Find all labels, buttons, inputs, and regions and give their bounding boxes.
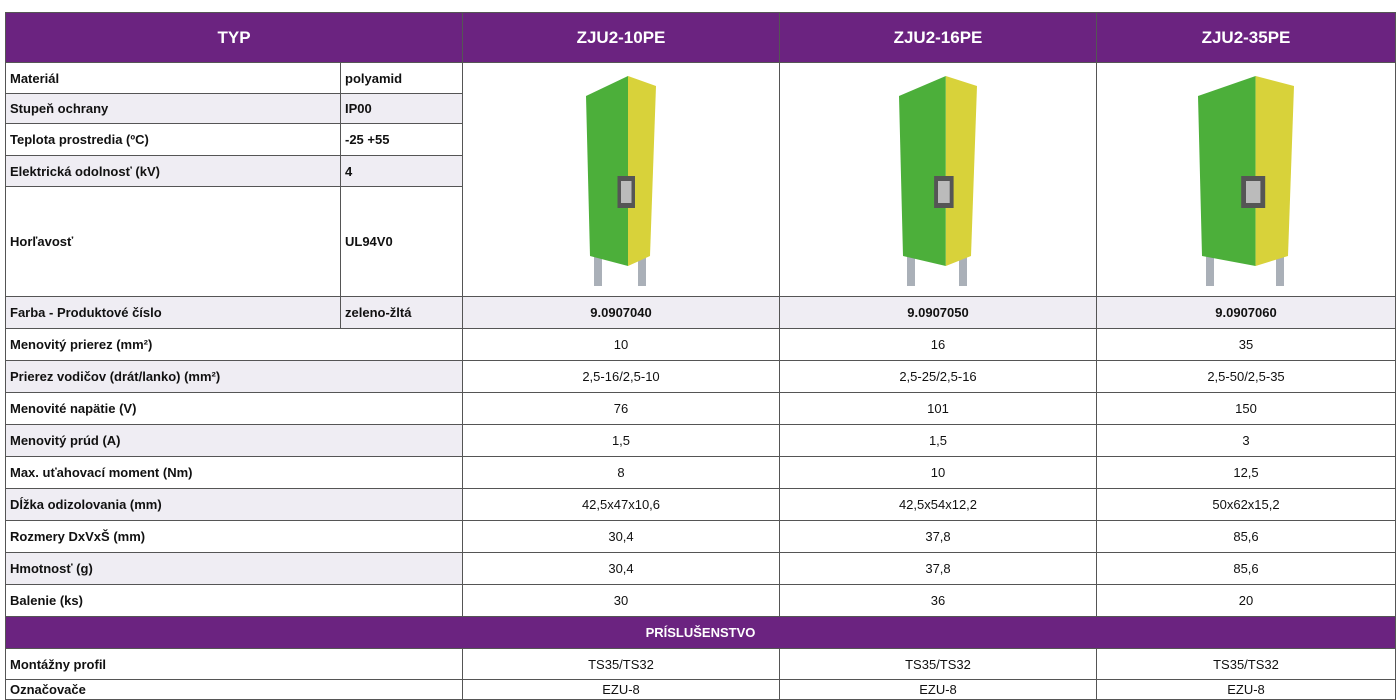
product-image xyxy=(1176,66,1316,291)
row-value: 37,8 xyxy=(780,553,1097,585)
row-value: 85,6 xyxy=(1097,521,1396,553)
row-value: 35 xyxy=(1097,329,1396,361)
product-number: 9.0907050 xyxy=(780,297,1097,329)
row-value: 42,5x47x10,6 xyxy=(463,489,780,521)
row-label: Menovité napätie (V) xyxy=(6,393,463,425)
header-cell: TYP xyxy=(6,13,463,63)
row-value: 50x62x15,2 xyxy=(1097,489,1396,521)
row-label: Hmotnosť (g) xyxy=(6,553,463,585)
row-label: Menovitý prúd (A) xyxy=(6,425,463,457)
product-number: 9.0907060 xyxy=(1097,297,1396,329)
product-image xyxy=(551,66,691,291)
property-label: Materiál xyxy=(6,63,341,94)
row-label: Max. uťahovací moment (Nm) xyxy=(6,457,463,489)
row-value: TS35/TS32 xyxy=(463,649,780,680)
row-value: 8 xyxy=(463,457,780,489)
image-cell xyxy=(463,63,780,297)
property-value: 4 xyxy=(341,156,463,187)
image-cell xyxy=(1097,63,1396,297)
row-label: Označovače xyxy=(6,680,463,700)
row-value: TS35/TS32 xyxy=(780,649,1097,680)
row-value: 20 xyxy=(1097,585,1396,617)
row-value: 30,4 xyxy=(463,553,780,585)
color-value: zeleno-žltá xyxy=(341,297,463,329)
header-cell: ZJU2-16PE xyxy=(780,13,1097,63)
header-cell: ZJU2-35PE xyxy=(1097,13,1396,63)
row-value: 1,5 xyxy=(780,425,1097,457)
row-value: EZU-8 xyxy=(1097,680,1396,700)
header-cell: ZJU2-10PE xyxy=(463,13,780,63)
section-header: PRÍSLUŠENSTVO xyxy=(6,617,1396,649)
row-value: EZU-8 xyxy=(463,680,780,700)
row-value: 37,8 xyxy=(780,521,1097,553)
property-label: Stupeň ochrany xyxy=(6,94,341,124)
row-label: Balenie (ks) xyxy=(6,585,463,617)
property-value: polyamid xyxy=(341,63,463,94)
row-value: TS35/TS32 xyxy=(1097,649,1396,680)
row-value: 76 xyxy=(463,393,780,425)
property-label: Teplota prostredia (ºC) xyxy=(6,124,341,156)
page: TYPZJU2-10PEZJU2-16PEZJU2-35PEMateriálpo… xyxy=(0,0,1400,698)
row-value: 3 xyxy=(1097,425,1396,457)
row-value: 2,5-16/2,5-10 xyxy=(463,361,780,393)
product-number: 9.0907040 xyxy=(463,297,780,329)
table-row: PRÍSLUŠENSTVO xyxy=(6,617,1396,649)
row-value: 85,6 xyxy=(1097,553,1396,585)
row-label: Rozmery DxVxŠ (mm) xyxy=(6,521,463,553)
row-label: Menovitý prierez (mm²) xyxy=(6,329,463,361)
row-value: 12,5 xyxy=(1097,457,1396,489)
row-value: EZU-8 xyxy=(780,680,1097,700)
property-value: UL94V0 xyxy=(341,187,463,297)
table-row: Prierez vodičov (drát/lanko) (mm²)2,5-16… xyxy=(6,361,1396,393)
row-value: 10 xyxy=(463,329,780,361)
row-value: 16 xyxy=(780,329,1097,361)
row-label: Prierez vodičov (drát/lanko) (mm²) xyxy=(6,361,463,393)
property-value: -25 +55 xyxy=(341,124,463,156)
row-value: 30 xyxy=(463,585,780,617)
row-label: Dĺžka odizolovania (mm) xyxy=(6,489,463,521)
row-value: 1,5 xyxy=(463,425,780,457)
row-value: 101 xyxy=(780,393,1097,425)
row-value: 30,4 xyxy=(463,521,780,553)
product-image xyxy=(868,66,1008,291)
property-label: Elektrická odolnosť (kV) xyxy=(6,156,341,187)
row-value: 36 xyxy=(780,585,1097,617)
row-value: 2,5-50/2,5-35 xyxy=(1097,361,1396,393)
row-value: 10 xyxy=(780,457,1097,489)
row-label: Farba - Produktové číslo xyxy=(6,297,341,329)
row-value: 2,5-25/2,5-16 xyxy=(780,361,1097,393)
property-label: Horľavosť xyxy=(6,187,341,297)
row-value: 42,5x54x12,2 xyxy=(780,489,1097,521)
row-label: Montážny profil xyxy=(6,649,463,680)
property-value: IP00 xyxy=(341,94,463,124)
row-value: 150 xyxy=(1097,393,1396,425)
image-cell xyxy=(780,63,1097,297)
